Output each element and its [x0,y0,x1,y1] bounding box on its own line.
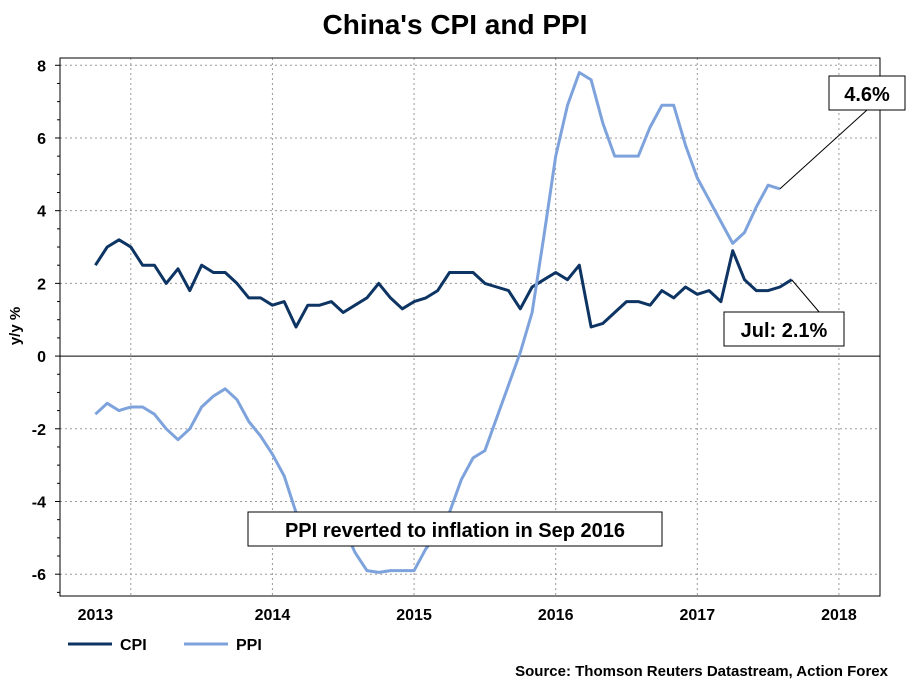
series-lines [94,71,793,574]
x-tick-label: 2014 [255,607,291,624]
x-tick-label: 2015 [396,607,432,624]
legend-label-cpi: CPI [120,637,147,654]
series-line-ppi [94,71,781,574]
source-note: Source: Thomson Reuters Datastream, Acti… [515,663,889,680]
note-label: PPI reverted to inflation in Sep 2016 [285,520,625,542]
series-line-cpi [94,238,793,329]
chart-title: China's CPI and PPI [323,9,588,40]
callouts: 4.6% Jul: 2.1% PPI reverted to inflation i… [247,75,906,547]
y-axis-label: y/y % [7,307,24,345]
y-tick-label: -6 [32,567,46,584]
cpi-callout-box [723,311,845,347]
grid [60,58,880,596]
note-box [247,511,663,547]
plot-frame [59,57,881,597]
y-tick-label: 6 [37,131,46,148]
x-tick-label: 2016 [538,607,574,624]
y-tick-label: 8 [37,58,46,75]
y-tick-label: -2 [32,422,46,439]
y-tick-label: 4 [37,204,46,221]
y-tick-labels: 8 6 4 2 0 -2 -4 -6 [32,58,46,584]
ppi-callout-leader [779,109,868,190]
legend-label-ppi: PPI [236,637,262,654]
cpi-callout-leader [791,279,821,314]
ppi-callout-label: 4.6% [844,84,890,106]
y-tick-label: -4 [32,494,46,511]
x-tick-label: 2017 [680,607,716,624]
ppi-callout-box [828,75,906,111]
x-tick-label: 2018 [821,607,857,624]
axes [55,57,881,597]
x-tick-label: 2013 [78,607,114,624]
y-tick-label: 2 [37,276,46,293]
y-tick-label: 0 [37,349,46,366]
legend: CPI PPI [68,637,262,654]
x-tick-labels: 2013 2014 2015 2016 2017 2018 [78,607,857,624]
cpi-callout-label: Jul: 2.1% [741,320,828,342]
